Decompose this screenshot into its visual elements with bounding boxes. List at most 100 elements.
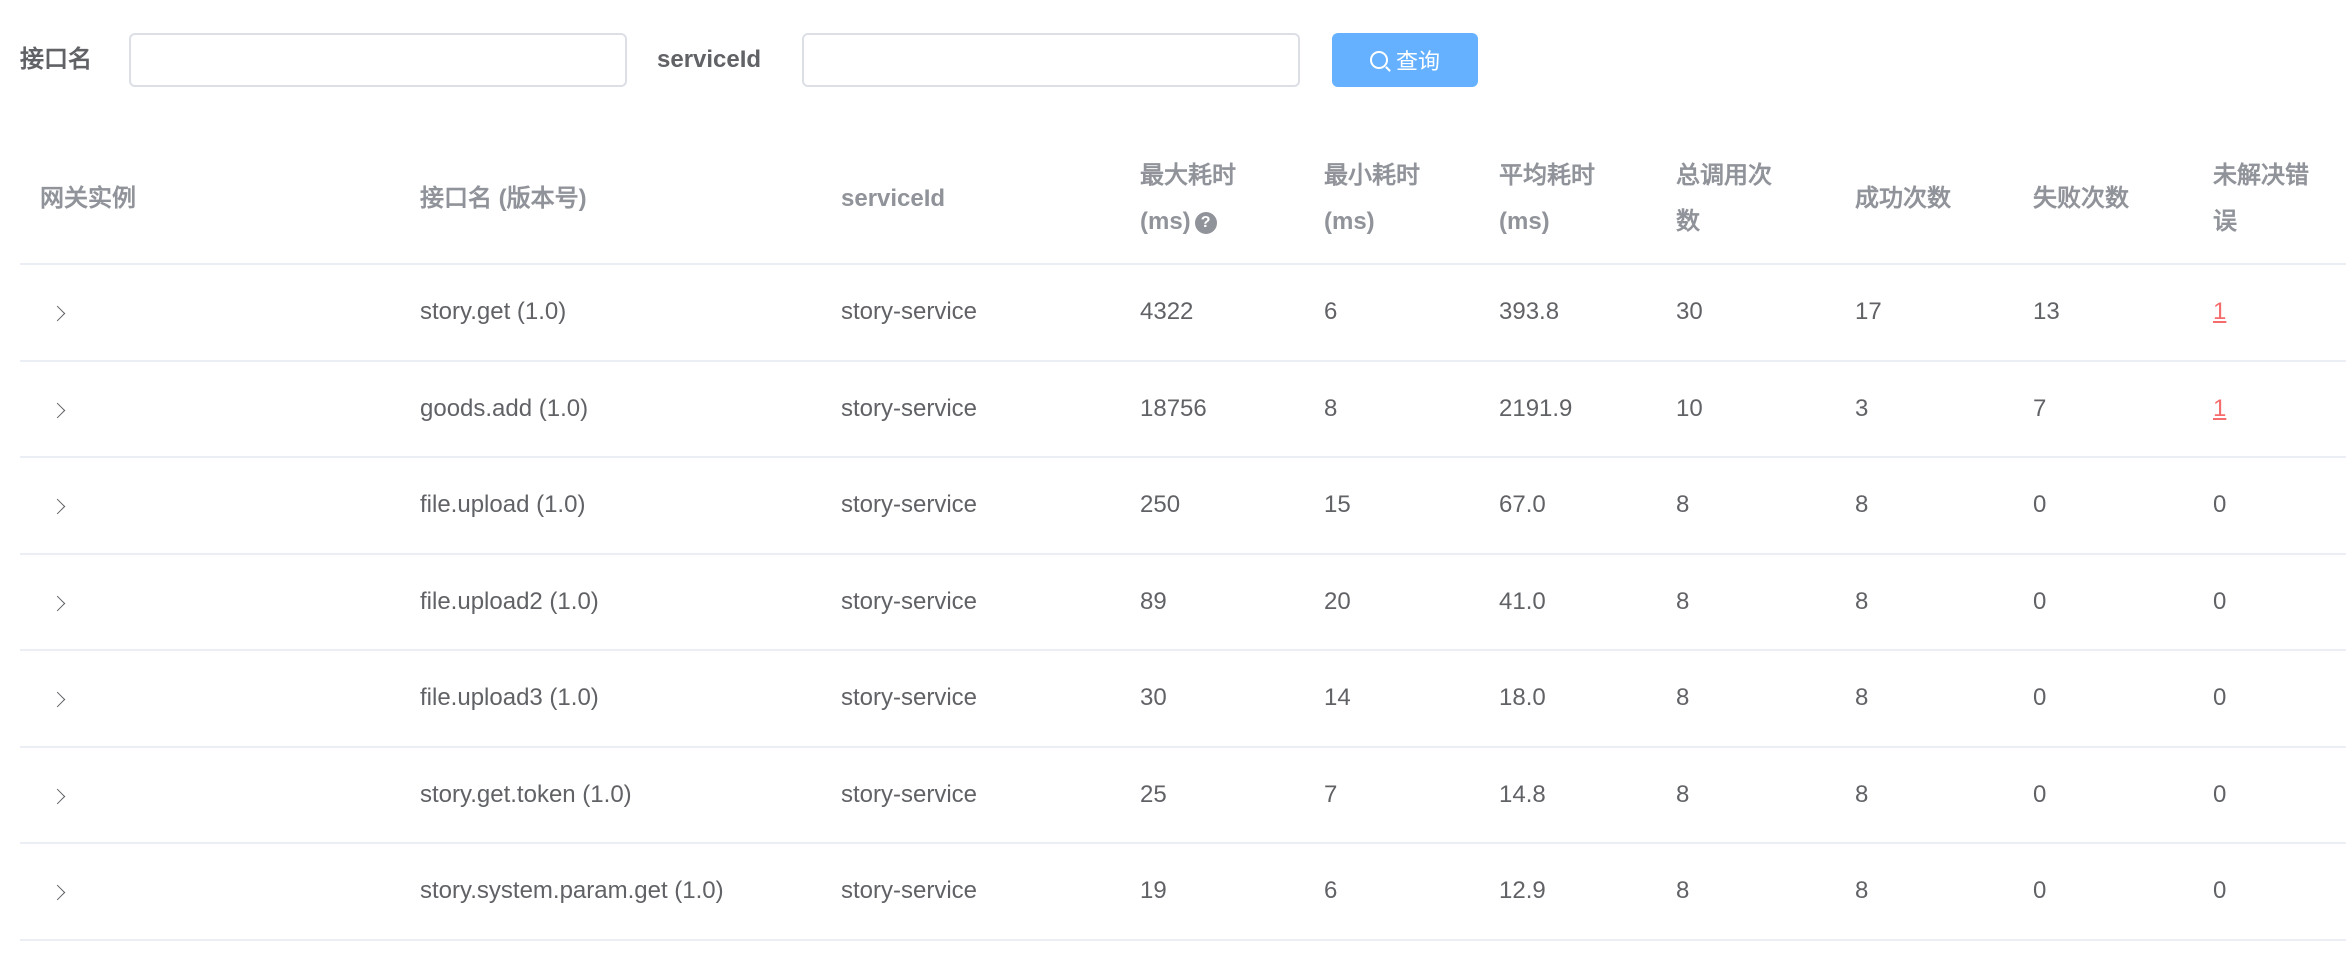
unresolved-errors: 0: [2213, 877, 2227, 905]
expand-cell[interactable]: [20, 588, 400, 616]
expand-cell[interactable]: [20, 877, 400, 905]
max-time: 4322: [1140, 298, 1194, 326]
avg-time: 393.8: [1499, 298, 1560, 326]
header-min-title: 最小耗时: [1324, 162, 1420, 189]
table-row: story.system.param.get (1.0) story-servi…: [20, 844, 2346, 941]
chevron-right-icon[interactable]: [49, 691, 66, 708]
chevron-right-icon[interactable]: [49, 788, 66, 805]
total-calls: 8: [1676, 587, 1690, 615]
header-fail: 失败次数: [2033, 185, 2129, 212]
search-icon: [1369, 51, 1388, 69]
table-row: file.upload (1.0) story-service 250 15 6…: [20, 458, 2346, 555]
max-time: 89: [1140, 587, 1167, 615]
success-count: 8: [1855, 684, 1869, 712]
avg-time: 41.0: [1499, 587, 1546, 615]
table-row: story.get.token (1.0) story-service 25 7…: [20, 748, 2346, 844]
min-time: 20: [1324, 587, 1351, 615]
unresolved-errors: 0: [2213, 587, 2227, 615]
fail-count: 0: [2033, 491, 2047, 519]
max-time: 30: [1140, 684, 1167, 712]
expand-cell[interactable]: [20, 395, 400, 423]
service-id: story-service: [841, 684, 978, 712]
unresolved-errors: 0: [2213, 780, 2227, 808]
name-label: 接口名: [20, 46, 92, 73]
total-calls: 30: [1676, 298, 1703, 326]
success-count: 8: [1855, 780, 1869, 808]
min-time: 15: [1324, 491, 1351, 519]
fail-count: 0: [2033, 780, 2047, 808]
avg-time: 14.8: [1499, 780, 1546, 808]
api-name: goods.add (1.0): [420, 394, 589, 422]
unresolved-errors-link[interactable]: 1: [2213, 394, 2227, 422]
unresolved-cell: 0: [2193, 491, 2346, 519]
unresolved-errors: 0: [2213, 684, 2227, 712]
success-count: 8: [1855, 587, 1869, 615]
unresolved-cell: 0: [2193, 684, 2346, 712]
max-time: 250: [1140, 491, 1181, 519]
min-time: 8: [1324, 394, 1338, 422]
api-name: story.get (1.0): [420, 298, 567, 326]
service-id: story-service: [841, 877, 978, 905]
expand-cell[interactable]: [20, 491, 400, 519]
max-time: 25: [1140, 780, 1167, 808]
query-button[interactable]: 查询: [1332, 33, 1478, 87]
chevron-right-icon[interactable]: [49, 884, 66, 901]
service-id: story-service: [841, 780, 978, 808]
name-input[interactable]: [129, 33, 627, 87]
header-total-line2: 数: [1676, 208, 1700, 235]
expand-cell[interactable]: [20, 298, 400, 326]
min-time: 7: [1324, 780, 1338, 808]
success-count: 3: [1855, 394, 1869, 422]
header-avg-title: 平均耗时: [1499, 162, 1595, 189]
success-count: 17: [1855, 298, 1882, 326]
total-calls: 8: [1676, 780, 1690, 808]
help-icon[interactable]: ?: [1194, 211, 1217, 234]
service-id: story-service: [841, 394, 978, 422]
fail-count: 0: [2033, 877, 2047, 905]
header-total: 总调用次数: [1656, 153, 1835, 245]
unresolved-cell: 0: [2193, 588, 2346, 616]
min-time: 6: [1324, 877, 1338, 905]
table-row: file.upload2 (1.0) story-service 89 20 4…: [20, 555, 2346, 651]
avg-time: 12.9: [1499, 877, 1546, 905]
chevron-right-icon[interactable]: [49, 498, 66, 515]
header-min: 最小耗时 (ms): [1304, 153, 1479, 245]
header-instance: 网关实例: [40, 185, 136, 212]
chevron-right-icon[interactable]: [49, 402, 66, 419]
api-name: file.upload3 (1.0): [420, 684, 599, 712]
avg-time: 18.0: [1499, 684, 1546, 712]
service-id-input[interactable]: [802, 33, 1300, 87]
header-name: 接口名 (版本号): [420, 185, 587, 212]
chevron-right-icon[interactable]: [49, 305, 66, 322]
header-avg-unit: (ms): [1499, 208, 1550, 235]
header-total-line1: 总调用次: [1676, 162, 1772, 189]
unresolved-errors-link[interactable]: 1: [2213, 298, 2227, 326]
max-time: 18756: [1140, 394, 1207, 422]
unresolved-errors: 0: [2213, 491, 2227, 519]
header-min-unit: (ms): [1324, 208, 1375, 235]
header-unresolved-line1: 未解决错: [2213, 162, 2309, 189]
header-max: 最大耗时 (ms)?: [1120, 153, 1304, 245]
table-row: story.get (1.0) story-service 4322 6 393…: [20, 265, 2346, 362]
header-max-title: 最大耗时: [1140, 162, 1236, 189]
header-unresolved: 未解决错误: [2193, 153, 2346, 245]
table-row: goods.add (1.0) story-service 18756 8 21…: [20, 362, 2346, 458]
fail-count: 13: [2033, 298, 2060, 326]
unresolved-cell: 0: [2193, 781, 2346, 809]
avg-time: 2191.9: [1499, 394, 1573, 422]
success-count: 8: [1855, 491, 1869, 519]
total-calls: 10: [1676, 394, 1703, 422]
unresolved-cell: 1: [2193, 395, 2346, 423]
header-service: serviceId: [841, 185, 946, 212]
service-id: story-service: [841, 298, 978, 326]
header-success: 成功次数: [1855, 185, 1951, 212]
expand-cell[interactable]: [20, 781, 400, 809]
service-id: story-service: [841, 587, 978, 615]
api-name: file.upload (1.0): [420, 491, 586, 519]
service-id: story-service: [841, 491, 978, 519]
chevron-right-icon[interactable]: [49, 595, 66, 612]
header-avg: 平均耗时 (ms): [1479, 153, 1656, 245]
unresolved-cell: 0: [2193, 877, 2346, 905]
api-name: story.system.param.get (1.0): [420, 877, 724, 905]
expand-cell[interactable]: [20, 684, 400, 712]
